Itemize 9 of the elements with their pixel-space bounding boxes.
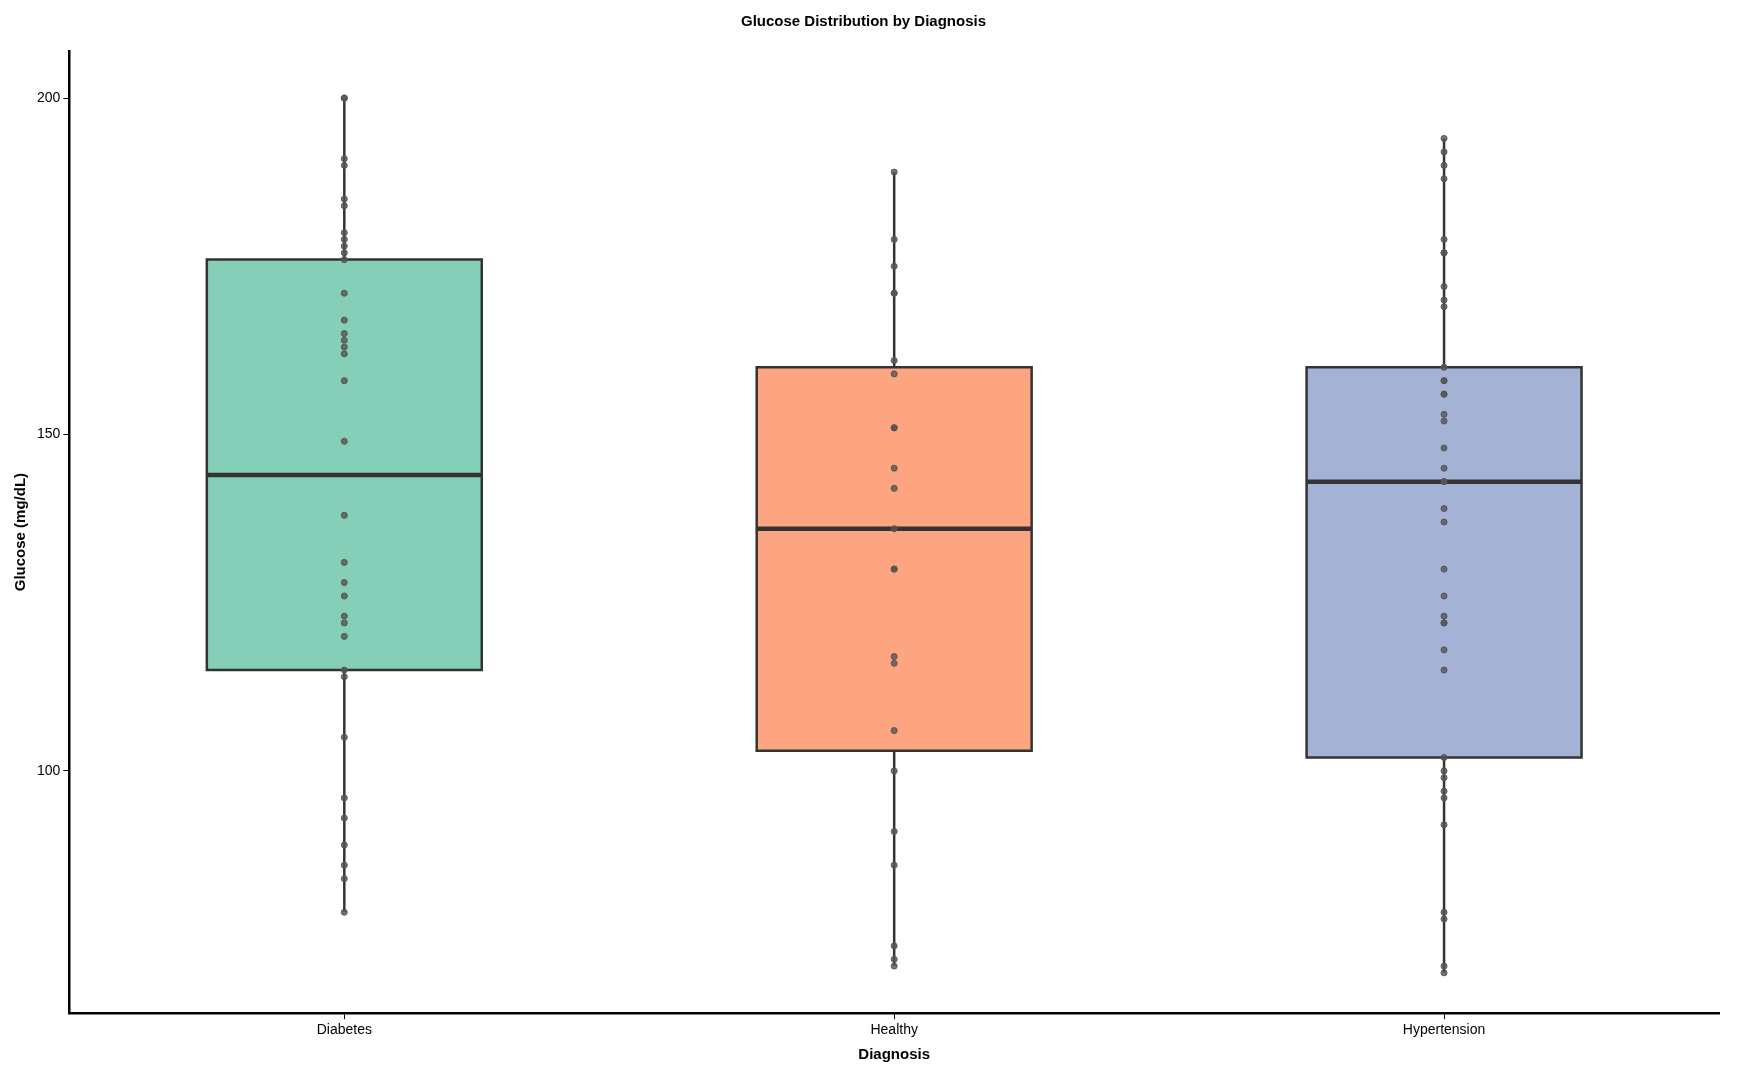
- y-axis-title: Glucose (mg/dL): [11, 472, 29, 592]
- x-tick-label: Healthy: [870, 1021, 918, 1038]
- x-tick-label: Diabetes: [316, 1021, 372, 1038]
- chart-title: Glucose Distribution by Diagnosis: [740, 12, 987, 30]
- y-tick-label: 150: [37, 425, 61, 442]
- y-tick-label: 200: [37, 88, 61, 105]
- y-tick-label: 100: [37, 761, 61, 778]
- x-axis-title: Diagnosis: [858, 1045, 931, 1063]
- x-tick-label: Hypertension: [1402, 1021, 1486, 1038]
